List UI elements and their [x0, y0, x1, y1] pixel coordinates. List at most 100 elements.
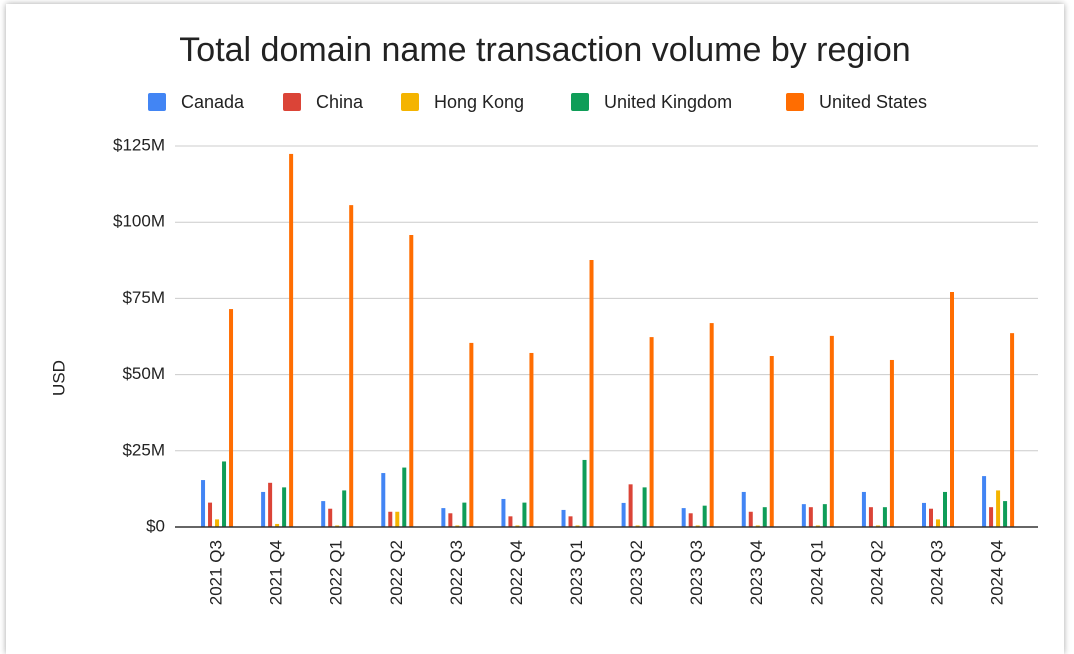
bar [621, 502, 626, 527]
bar [402, 467, 407, 527]
bar [561, 509, 566, 527]
x-tick-label: 2023 Q3 [687, 540, 706, 605]
bar [441, 508, 446, 527]
bar [709, 323, 714, 527]
x-tick-label: 2021 Q4 [267, 540, 286, 605]
bar [996, 490, 1001, 527]
y-tick-label: $50M [122, 364, 165, 383]
bar [589, 259, 594, 527]
bar [335, 525, 340, 527]
y-tick-label: $25M [122, 440, 165, 459]
bar [929, 508, 933, 527]
bar [755, 525, 760, 527]
bar [395, 511, 400, 527]
legend-label: Canada [181, 92, 245, 112]
bar [950, 291, 954, 527]
legend-label: United States [819, 92, 927, 112]
x-tick-label: 2024 Q2 [867, 540, 886, 605]
bar [868, 507, 873, 527]
bar [989, 507, 994, 527]
bar [882, 507, 887, 527]
x-tick-label: 2022 Q1 [327, 540, 346, 605]
bar [943, 491, 947, 527]
bar [321, 501, 326, 527]
bar [529, 352, 534, 527]
x-tick-label: 2022 Q3 [447, 540, 466, 605]
x-tick-label: 2022 Q2 [387, 540, 406, 605]
bar [268, 482, 273, 527]
x-tick-label: 2022 Q4 [507, 540, 526, 605]
bar [875, 525, 880, 527]
bar [769, 356, 774, 527]
x-tick-label: 2023 Q1 [567, 540, 586, 605]
bar [448, 513, 453, 527]
legend-swatch [148, 93, 166, 111]
card [6, 4, 1064, 654]
bar [815, 525, 820, 527]
x-tick-label: 2024 Q1 [807, 540, 826, 605]
bar [275, 523, 280, 527]
bar [282, 487, 287, 527]
x-tick-label: 2021 Q3 [207, 540, 226, 605]
bar [1003, 501, 1008, 527]
bar [575, 525, 580, 527]
bar [582, 459, 587, 527]
x-tick-label: 2024 Q3 [927, 540, 946, 605]
bar [982, 476, 987, 527]
bar [649, 337, 654, 527]
bar [215, 519, 220, 527]
bar [861, 491, 866, 527]
bar [381, 473, 386, 527]
y-axis-label: USD [49, 360, 68, 396]
x-tick-label: 2023 Q2 [627, 540, 646, 605]
bar [889, 359, 894, 527]
bar [681, 508, 686, 527]
bar [208, 502, 213, 527]
bar [801, 504, 806, 527]
bar [702, 505, 707, 527]
legend-label: Hong Kong [434, 92, 524, 112]
bar [762, 507, 767, 527]
y-tick-label: $125M [113, 135, 165, 154]
legend-swatch [401, 93, 419, 111]
x-tick-label: 2024 Q4 [988, 540, 1007, 605]
bar [522, 502, 527, 527]
bar [388, 511, 393, 527]
legend-label: United Kingdom [604, 92, 732, 112]
bar [261, 491, 266, 527]
bar [688, 513, 693, 527]
bar [201, 480, 206, 527]
bar [936, 519, 940, 527]
bar [748, 511, 753, 527]
bar [515, 525, 520, 527]
bar [462, 502, 467, 527]
bar [409, 235, 414, 528]
bar [342, 490, 347, 527]
legend-swatch [786, 93, 804, 111]
bar [289, 153, 294, 527]
legend-swatch [283, 93, 301, 111]
bar [1010, 333, 1015, 527]
legend-label: China [316, 92, 364, 112]
bar [642, 487, 647, 527]
bar [349, 205, 354, 527]
bar [222, 461, 227, 527]
x-tick-label: 2023 Q4 [747, 540, 766, 605]
bar [568, 516, 573, 527]
y-tick-label: $0 [146, 516, 165, 535]
bar [229, 309, 234, 527]
bar [822, 504, 827, 527]
bar [501, 498, 506, 527]
bar [635, 525, 640, 527]
bar [695, 525, 700, 527]
bar [922, 502, 926, 527]
bar [808, 507, 813, 527]
bar [328, 508, 333, 527]
bar [508, 516, 513, 527]
bar [469, 342, 474, 527]
bar [829, 335, 834, 527]
y-tick-label: $100M [113, 212, 165, 231]
y-tick-label: $75M [122, 288, 165, 307]
bar [741, 491, 746, 527]
